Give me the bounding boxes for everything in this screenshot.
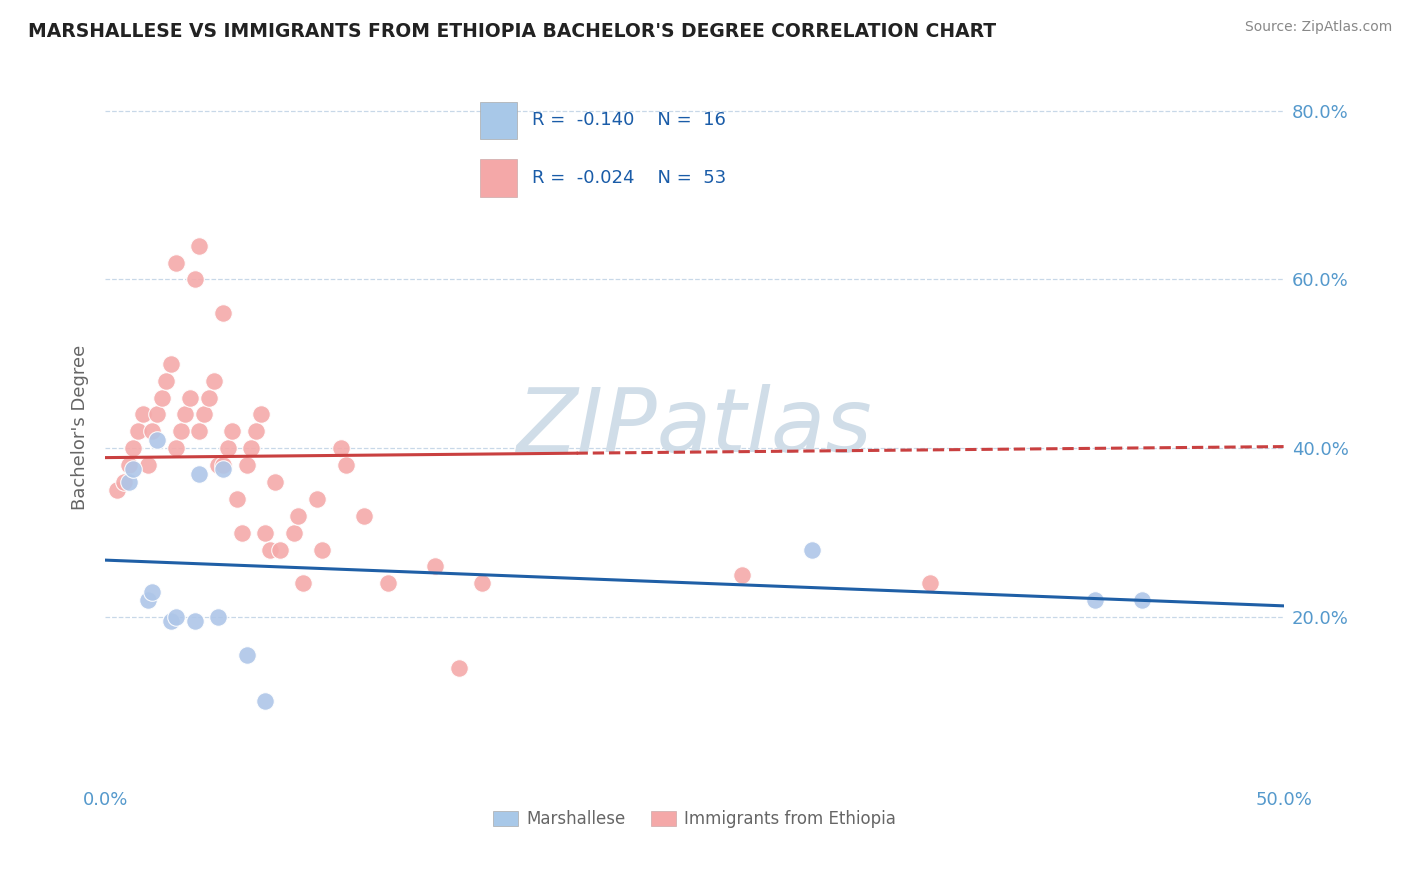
Point [160, 357, 183, 371]
Text: MARSHALLESE VS IMMIGRANTS FROM ETHIOPIA BACHELOR'S DEGREE CORRELATION CHART: MARSHALLESE VS IMMIGRANTS FROM ETHIOPIA … [28, 22, 997, 41]
Point [311, 542, 333, 557]
Point [184, 272, 207, 286]
Point [226, 491, 249, 506]
Point [136, 458, 159, 472]
Point [254, 694, 277, 708]
Point [193, 408, 215, 422]
Point [155, 374, 177, 388]
Point [212, 306, 235, 320]
Point [118, 475, 141, 489]
Point [235, 648, 257, 662]
Point [146, 408, 169, 422]
Legend: Marshallese, Immigrants from Ethiopia: Marshallese, Immigrants from Ethiopia [486, 804, 903, 835]
Point [1084, 593, 1107, 607]
Point [118, 458, 141, 472]
Point [329, 442, 352, 456]
Point [136, 593, 159, 607]
Point [150, 391, 173, 405]
Point [307, 491, 329, 506]
Point [127, 425, 149, 439]
Point [249, 408, 271, 422]
Point [292, 576, 315, 591]
Point [207, 610, 229, 624]
Point [254, 525, 277, 540]
Point [335, 458, 357, 472]
Point [105, 483, 128, 498]
Point [174, 408, 197, 422]
Point [146, 433, 169, 447]
Point [122, 462, 145, 476]
Point [235, 458, 257, 472]
Point [169, 425, 191, 439]
Point [188, 238, 211, 252]
Point [184, 614, 207, 628]
Point [160, 614, 183, 628]
Point [425, 559, 447, 574]
Point [207, 458, 229, 472]
Point [471, 576, 494, 591]
Point [221, 425, 243, 439]
Point [245, 425, 267, 439]
Point [283, 525, 305, 540]
Point [188, 467, 211, 481]
Point [730, 567, 752, 582]
Point [202, 374, 225, 388]
Point [231, 525, 253, 540]
Point [801, 542, 824, 557]
Point [165, 442, 187, 456]
Point [112, 475, 135, 489]
Y-axis label: Bachelor's Degree: Bachelor's Degree [72, 344, 89, 510]
Point [179, 391, 201, 405]
Point [447, 660, 470, 674]
Point [212, 458, 235, 472]
Text: ZIPatlas: ZIPatlas [516, 384, 872, 470]
Point [1130, 593, 1153, 607]
Point [188, 425, 211, 439]
Point [259, 542, 281, 557]
Point [141, 584, 163, 599]
Point [141, 425, 163, 439]
Point [217, 442, 239, 456]
Point [122, 442, 145, 456]
Text: Source: ZipAtlas.com: Source: ZipAtlas.com [1244, 20, 1392, 34]
Point [920, 576, 942, 591]
Point [269, 542, 291, 557]
Point [165, 255, 187, 269]
Point [132, 408, 155, 422]
Point [264, 475, 287, 489]
Point [165, 610, 187, 624]
Point [377, 576, 399, 591]
Point [240, 442, 263, 456]
Point [353, 508, 375, 523]
Point [198, 391, 221, 405]
Point [287, 508, 309, 523]
Point [212, 462, 235, 476]
